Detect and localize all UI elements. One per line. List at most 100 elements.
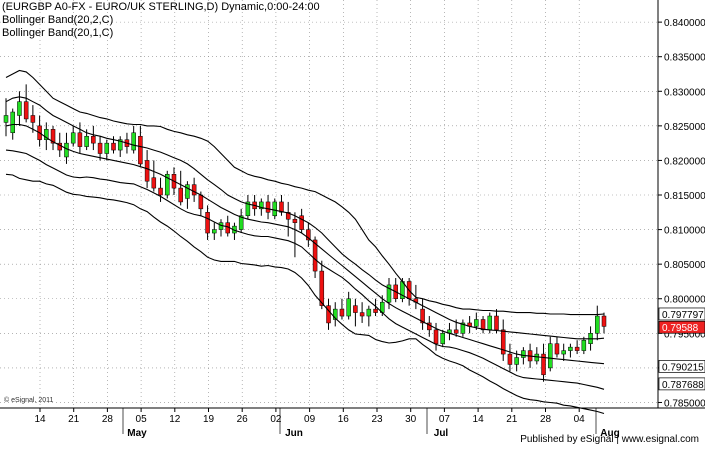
x-tick-label: 09	[304, 414, 316, 425]
candle-down	[420, 308, 425, 324]
candle-down	[339, 308, 345, 317]
candle-up	[521, 350, 526, 358]
candle-down	[453, 329, 459, 334]
x-tick-label: 30	[405, 414, 417, 425]
candle-up	[514, 357, 519, 365]
candle-up	[474, 319, 479, 327]
candle-up	[245, 201, 251, 217]
candle-down	[50, 129, 56, 144]
candle-up	[117, 139, 123, 151]
price-label-box	[658, 377, 705, 391]
candle-down	[178, 187, 183, 203]
bb-upper-2sd-line	[5, 69, 605, 316]
y-tick-label: 0.835000	[664, 53, 705, 64]
x-tick-label: 07	[439, 414, 451, 425]
candle-down	[480, 319, 486, 331]
y-tick-label: 0.830000	[664, 87, 705, 98]
candle-down	[601, 315, 607, 327]
candle-up	[366, 308, 372, 317]
chart-title: (EURGBP A0-FX - EURO/UK STERLING,D) Dyna…	[2, 1, 320, 13]
candle-up	[131, 132, 136, 151]
bb-upper-1sd-line	[5, 96, 605, 340]
candle-up	[84, 135, 89, 147]
publisher-credit: Published by eSignal | www.esignal.com	[520, 434, 699, 445]
x-tick-label: 04	[574, 414, 586, 425]
candle-down	[77, 132, 83, 147]
candle-down	[97, 142, 103, 154]
candle-up	[10, 111, 15, 134]
x-tick-label: 26	[237, 414, 249, 425]
y-tick-label: 0.805000	[664, 260, 705, 271]
candle-up	[70, 132, 76, 144]
candle-down	[507, 353, 513, 365]
candle-down	[191, 184, 197, 196]
y-tick-label: 0.840000	[664, 18, 705, 29]
x-tick-label: 14	[473, 414, 485, 425]
candle-down	[433, 329, 439, 344]
candle-up	[332, 308, 338, 320]
candle-up	[547, 343, 553, 369]
candle-up	[44, 129, 49, 140]
month-label: Jul	[434, 428, 449, 439]
x-tick-label: 05	[136, 414, 148, 425]
candle-up	[3, 115, 9, 123]
y-tick-label: 0.800000	[664, 295, 705, 306]
candle-up	[272, 201, 278, 217]
candle-up	[104, 142, 110, 154]
candle-down	[138, 135, 143, 165]
candle-down	[23, 101, 29, 120]
candle-up	[212, 229, 217, 234]
candle-up	[460, 322, 466, 334]
candle-down	[144, 160, 150, 182]
candle-up	[165, 174, 170, 196]
candle-down	[306, 229, 311, 241]
candle-up	[17, 101, 22, 116]
copyright-note: © eSignal, 2011	[4, 397, 54, 404]
candle-down	[541, 353, 546, 376]
candle-down	[353, 305, 358, 313]
x-tick-label: 21	[68, 414, 80, 425]
x-tick-label: 21	[506, 414, 518, 425]
price-label-box	[658, 360, 705, 373]
candle-down	[312, 239, 318, 272]
x-tick-label: 19	[203, 414, 215, 425]
candle-up	[561, 350, 566, 355]
candle-down	[151, 177, 157, 189]
month-label: May	[127, 428, 147, 439]
candle-up	[568, 346, 573, 351]
indicator-label-bb-1sd: Bollinger Band(20,1,C)	[2, 27, 114, 39]
y-tick-label: 0.810000	[664, 226, 705, 237]
candle-down	[198, 194, 204, 210]
x-tick-label: 14	[34, 414, 46, 425]
price-label-box	[658, 307, 705, 321]
y-tick-label: 0.825000	[664, 122, 705, 133]
candle-up	[595, 315, 600, 334]
candle-down	[30, 115, 36, 123]
candle-down	[285, 212, 291, 220]
x-tick-label: 28	[540, 414, 552, 425]
x-tick-label: 28	[102, 414, 114, 425]
candle-down	[319, 270, 325, 306]
candle-up	[534, 353, 540, 362]
x-tick-label: 16	[338, 414, 350, 425]
indicator-label-bb-2sd: Bollinger Band(20,2,C)	[2, 14, 114, 26]
candle-up	[440, 333, 445, 344]
month-label: Aug	[600, 428, 619, 439]
y-tick-label: 0.795000	[664, 329, 705, 340]
y-tick-label: 0.785000	[664, 398, 705, 409]
y-tick-label: 0.815000	[664, 191, 705, 202]
candle-down	[111, 142, 116, 151]
candle-up	[64, 142, 69, 158]
candle-up	[238, 215, 244, 230]
x-tick-label: 23	[371, 414, 383, 425]
candle-down	[359, 312, 365, 317]
candle-down	[373, 308, 378, 313]
candle-down	[91, 135, 96, 144]
candle-up	[259, 201, 264, 210]
candle-down	[494, 315, 499, 331]
candle-up	[487, 315, 493, 331]
price-label-text: 0.797797	[662, 310, 704, 321]
price-label-box	[658, 320, 705, 334]
